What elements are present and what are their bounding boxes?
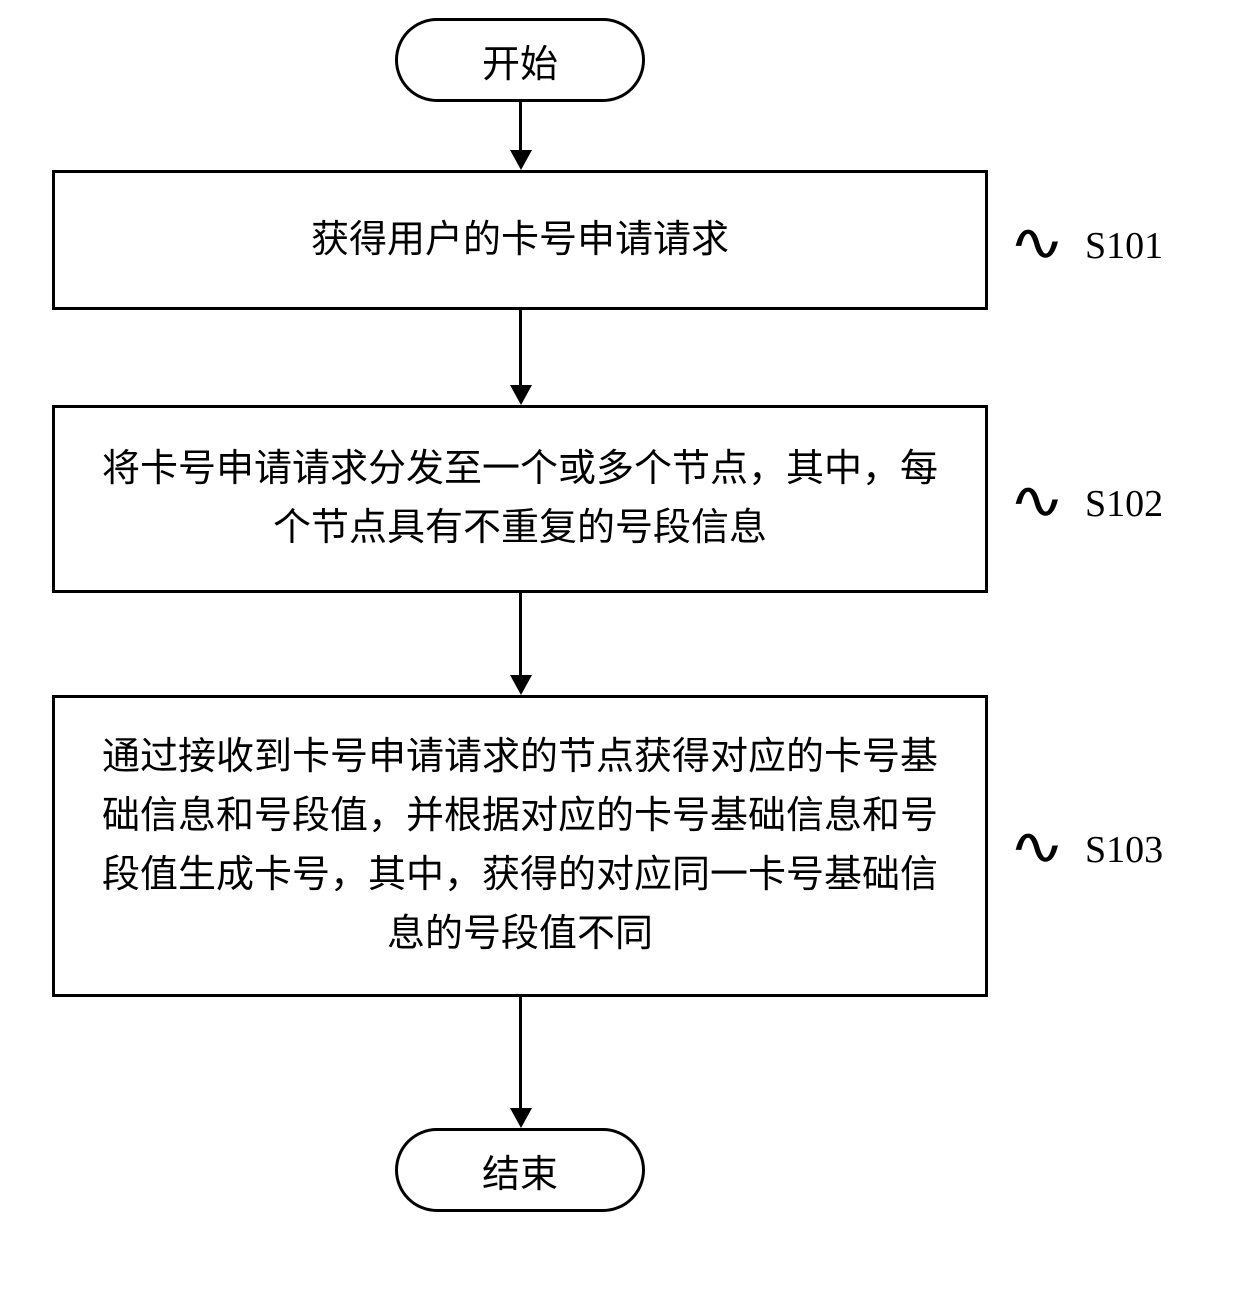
edge-s101-s102 [519,310,522,387]
edge-s101-s102-head [510,385,532,405]
edge-start-s101-head [510,150,532,170]
start-label: 开始 [482,33,558,88]
edge-s102-s103 [519,593,522,677]
end-label: 结束 [482,1143,558,1198]
step-label-s102: S102 [1085,482,1163,526]
tilde-s102: ∿ [1008,471,1065,531]
start-node: 开始 [395,18,645,102]
step-label-s101: S101 [1085,224,1163,268]
edge-s103-end-head [510,1108,532,1128]
process-s103: 通过接收到卡号申请请求的节点获得对应的卡号基础信息和号段值，并根据对应的卡号基础… [52,695,988,997]
flowchart-canvas: 开始 获得用户的卡号申请请求 ∿ S101 将卡号申请请求分发至一个或多个节点，… [0,0,1240,1292]
process-s103-text: 通过接收到卡号申请请求的节点获得对应的卡号基础信息和号段值，并根据对应的卡号基础… [95,728,945,964]
edge-start-s101 [519,102,522,152]
process-s101-text: 获得用户的卡号申请请求 [311,211,729,270]
process-s101: 获得用户的卡号申请请求 [52,170,988,310]
step-label-s103: S103 [1085,828,1163,872]
process-s102-text: 将卡号申请请求分发至一个或多个节点，其中，每个节点具有不重复的号段信息 [95,440,945,558]
edge-s103-end [519,997,522,1110]
tilde-s103: ∿ [1008,817,1065,877]
end-node: 结束 [395,1128,645,1212]
edge-s102-s103-head [510,675,532,695]
tilde-s101: ∿ [1008,213,1065,273]
process-s102: 将卡号申请请求分发至一个或多个节点，其中，每个节点具有不重复的号段信息 [52,405,988,593]
